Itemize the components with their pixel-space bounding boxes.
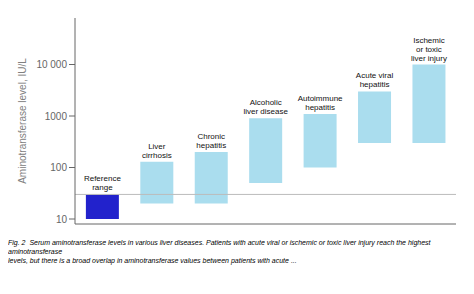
svg-text:Livercirrhosis: Livercirrhosis: [142, 142, 172, 160]
svg-text:10 000: 10 000: [36, 59, 67, 70]
svg-text:Chronichepatitis: Chronichepatitis: [196, 132, 226, 150]
svg-text:10: 10: [56, 214, 68, 225]
html-text:Fig. 2 Serum aminotransferase: Fig. 2 Serum aminotransferase levels in …: [8, 239, 433, 265]
svg-text:1000: 1000: [45, 111, 68, 122]
svg-text:Acute viralhepatitis: Acute viralhepatitis: [356, 71, 394, 89]
svg-text:Referencerange: Referencerange: [84, 174, 121, 192]
svg-text:Autoimmunehepatitis: Autoimmunehepatitis: [298, 94, 343, 112]
svg-text:Ischemicor toxicliver injury: Ischemicor toxicliver injury: [411, 36, 447, 63]
svg-text:Alcoholicliver disease: Alcoholicliver disease: [243, 98, 288, 116]
svg-text:100: 100: [50, 162, 67, 173]
svg-text:Aminotransferase level, IU/L: Aminotransferase level, IU/L: [17, 58, 28, 184]
